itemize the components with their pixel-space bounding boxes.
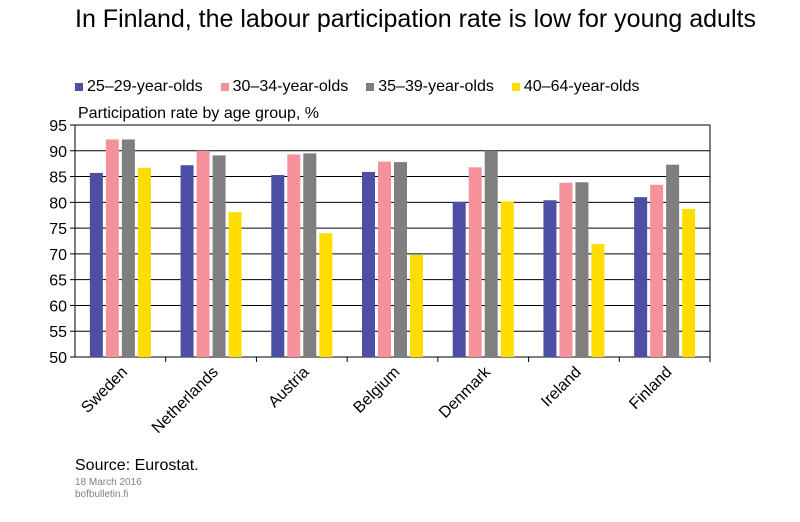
bar xyxy=(500,201,514,357)
x-tick-label: Ireland xyxy=(538,364,585,411)
legend-swatch-25-29 xyxy=(75,83,83,91)
legend-swatch-40-64 xyxy=(511,83,520,91)
y-tick-label: 50 xyxy=(49,350,67,367)
site-name: bofbulletin.fi xyxy=(75,489,129,500)
bar xyxy=(362,171,375,357)
y-tick-label: 80 xyxy=(49,195,67,212)
publication-date: 18 March 2016 xyxy=(75,477,142,488)
bar xyxy=(575,182,589,357)
y-tick-label: 55 xyxy=(49,324,67,341)
bar xyxy=(650,184,664,357)
bar xyxy=(287,154,301,357)
bar xyxy=(137,167,151,357)
x-tick-label: Netherlands xyxy=(149,364,222,437)
legend-label-40-64: 40–64-year-olds xyxy=(523,78,640,95)
legend-item-40-64: 40–64-year-olds xyxy=(511,78,640,96)
bar xyxy=(89,172,103,357)
legend-item-35-39: 35–39-year-olds xyxy=(366,78,494,96)
source-note: Source: Eurostat. xyxy=(75,457,199,474)
bar xyxy=(591,244,605,357)
y-axis-label: Participation rate by age group, % xyxy=(78,105,320,122)
y-tick-label: 75 xyxy=(49,221,67,238)
bar xyxy=(452,201,466,357)
y-tick-label: 70 xyxy=(49,247,67,264)
x-tick-label: Belgium xyxy=(350,364,403,417)
bar xyxy=(105,139,119,357)
chart-title: In Finland, the labour participation rat… xyxy=(75,5,756,33)
legend: 25–29-year-olds 30–34-year-olds 35–39-ye… xyxy=(75,77,658,97)
bar xyxy=(543,200,557,357)
y-tick-label: 85 xyxy=(49,170,67,187)
bar xyxy=(634,197,648,357)
bar xyxy=(121,139,135,357)
bar xyxy=(378,161,391,357)
bar xyxy=(228,212,242,357)
bar xyxy=(303,153,317,357)
legend-swatch-35-39 xyxy=(366,83,375,91)
bar xyxy=(484,150,498,357)
legend-item-25-29: 25–29-year-olds xyxy=(75,78,203,96)
bar xyxy=(212,155,226,357)
y-tick-label: 95 xyxy=(49,118,67,135)
bar xyxy=(394,162,407,357)
legend-label-35-39: 35–39-year-olds xyxy=(378,78,494,95)
bar xyxy=(682,209,696,357)
bar xyxy=(319,233,333,357)
x-tick-label: Denmark xyxy=(436,363,495,422)
bar xyxy=(666,164,680,357)
x-tick-label: Sweden xyxy=(78,364,131,417)
legend-label-30-34: 30–34-year-olds xyxy=(232,78,349,95)
legend-item-30-34: 30–34-year-olds xyxy=(220,78,349,96)
bar xyxy=(196,150,210,357)
bar xyxy=(410,254,423,357)
x-tick-label: Finland xyxy=(626,364,675,413)
bar xyxy=(559,182,573,357)
y-tick-label: 65 xyxy=(49,273,67,290)
bar xyxy=(468,167,482,357)
y-tick-label: 60 xyxy=(49,298,67,315)
legend-label-25-29: 25–29-year-olds xyxy=(87,78,203,95)
x-tick-label: Austria xyxy=(265,364,312,411)
y-tick-label: 90 xyxy=(49,144,67,161)
bar xyxy=(271,175,285,357)
plot-frame xyxy=(74,124,711,358)
legend-swatch-30-34 xyxy=(220,83,229,91)
bar xyxy=(180,165,194,357)
